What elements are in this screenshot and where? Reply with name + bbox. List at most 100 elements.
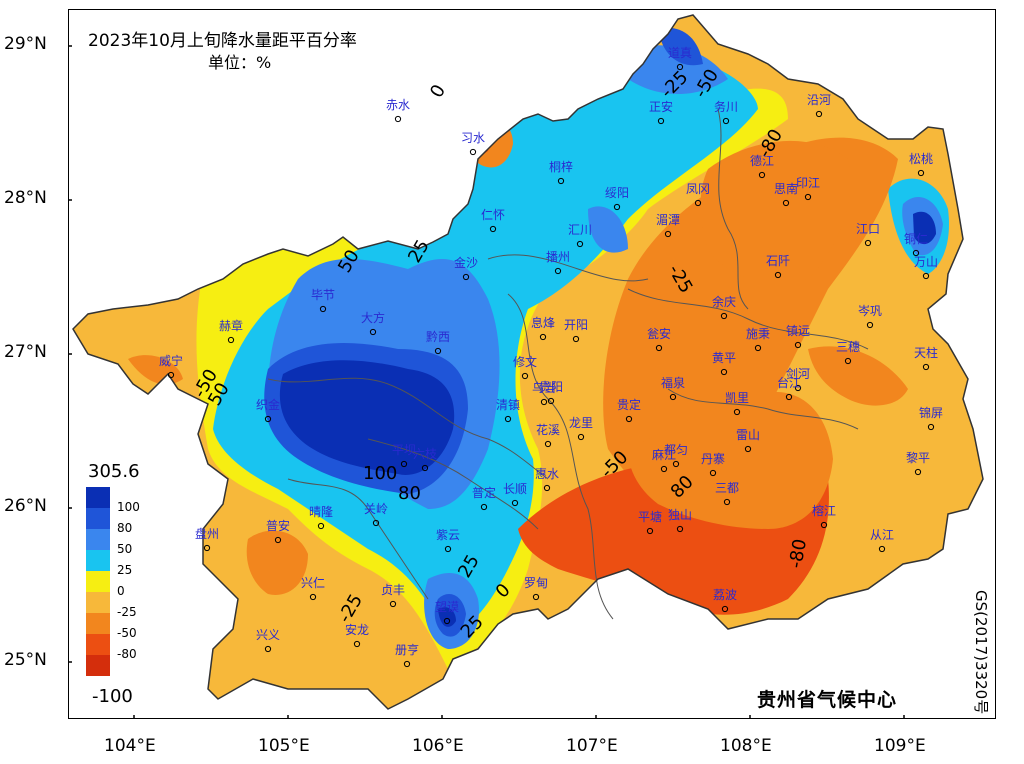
station-marker [317, 522, 325, 530]
station-name: 铜仁 [904, 231, 928, 246]
station: 思南 [774, 181, 798, 207]
station: 开阳 [564, 318, 588, 343]
station-name: 石阡 [766, 253, 790, 268]
lat-label-26: 26°N [4, 496, 47, 516]
station-name: 印江 [796, 176, 820, 190]
station: 仁怀 [481, 208, 505, 233]
lat-label-25: 25°N [4, 650, 47, 670]
station: 余庆 [712, 294, 736, 320]
station-name: 威宁 [159, 353, 183, 368]
station: 贵定 [617, 397, 641, 423]
station-marker [369, 328, 377, 336]
precipitation-anomaly-map: 50 250 -25-50-801008025-50-25250-25-505080… [68, 14, 984, 719]
station-marker [733, 408, 741, 416]
contour-label: 80 [398, 483, 421, 504]
station: 沿河 [807, 93, 831, 118]
station-marker [664, 230, 672, 238]
station-marker [613, 203, 621, 211]
legend-swatch [86, 613, 110, 634]
legend-level-label: 100 [117, 500, 140, 514]
legend-level-label: 50 [117, 542, 133, 556]
station-name: 普安 [266, 518, 290, 533]
station-name: 榕江 [812, 503, 836, 518]
station: 赤水 [386, 98, 410, 123]
station-marker [655, 344, 663, 352]
station-name: 清镇 [496, 398, 520, 412]
station-name: 望谟 [435, 600, 459, 614]
station-name: 开阳 [564, 318, 588, 332]
station: 都匀 [664, 443, 688, 468]
station-name: 盘州 [195, 526, 219, 541]
station-name: 道真 [668, 46, 692, 60]
lat-label-29: 29°N [4, 34, 47, 54]
station-name: 余庆 [712, 294, 736, 309]
station-marker [421, 464, 429, 472]
station: 大方 [361, 310, 385, 336]
lon-label-106: 106°E [412, 736, 464, 756]
station: 绥阳 [605, 186, 629, 211]
station: 普安 [266, 518, 290, 544]
station: 印江 [796, 176, 820, 201]
station: 施秉 [746, 327, 770, 352]
station: 雷山 [736, 428, 760, 453]
station-name: 湄潭 [656, 213, 680, 227]
station-marker [758, 171, 766, 179]
station: 岑巩 [858, 304, 882, 329]
station-marker [489, 225, 497, 233]
station-marker [554, 267, 562, 275]
station: 平塘 [638, 509, 662, 535]
station-name: 剑河 [786, 366, 810, 381]
station-marker [372, 519, 380, 527]
station: 江口 [856, 222, 880, 247]
station-name: 黄平 [712, 351, 736, 365]
station-name: 兴义 [256, 628, 280, 642]
station-name: 贞丰 [381, 583, 405, 597]
station-marker [264, 415, 272, 423]
station: 长顺 [503, 482, 527, 507]
station-marker [804, 193, 812, 201]
station: 德江 [750, 153, 774, 179]
contour-label: 100 [363, 463, 397, 484]
station: 兴义 [256, 628, 280, 653]
station: 湄潭 [656, 213, 680, 238]
station: 黄平 [712, 351, 736, 376]
station-name: 修文 [513, 354, 537, 369]
station-marker [720, 368, 728, 376]
station: 天柱 [914, 345, 938, 371]
station: 黎平 [906, 451, 930, 476]
legend-level-label: 80 [117, 521, 133, 535]
map-approval-number: GS(2017)3320号 [972, 590, 990, 715]
station-name: 黎平 [906, 451, 930, 465]
station-marker [912, 249, 920, 257]
lon-label-104: 104°E [104, 736, 156, 756]
station: 息烽 [531, 315, 555, 341]
station: 毕节 [311, 288, 335, 313]
station-name: 德江 [750, 153, 774, 168]
station-name: 三都 [715, 481, 739, 495]
station-name: 台江 [777, 375, 801, 390]
station-marker [720, 312, 728, 320]
station-marker [844, 357, 852, 365]
station-marker [389, 600, 397, 608]
legend-min: -100 [92, 686, 133, 707]
station-name: 晴隆 [309, 504, 333, 519]
legend-level-label: -50 [117, 626, 137, 640]
station-marker [203, 544, 211, 552]
station-marker [625, 415, 633, 423]
station: 凤冈 [686, 182, 710, 207]
station: 福泉 [661, 375, 685, 401]
lat-label-27: 27°N [4, 342, 47, 362]
station-marker [576, 240, 584, 248]
station-name: 乌当 [532, 380, 556, 395]
station-marker [794, 384, 802, 392]
station-name: 凯里 [725, 391, 749, 405]
station-marker [264, 645, 272, 653]
station-marker [543, 484, 551, 492]
station: 望谟 [435, 600, 459, 625]
station-name: 江口 [856, 222, 880, 236]
station-marker [532, 593, 540, 601]
station-name: 册亨 [395, 642, 419, 657]
station-name: 独山 [668, 508, 692, 522]
station-marker [815, 110, 823, 118]
agency-name: 贵州省气候中心 [757, 689, 898, 711]
